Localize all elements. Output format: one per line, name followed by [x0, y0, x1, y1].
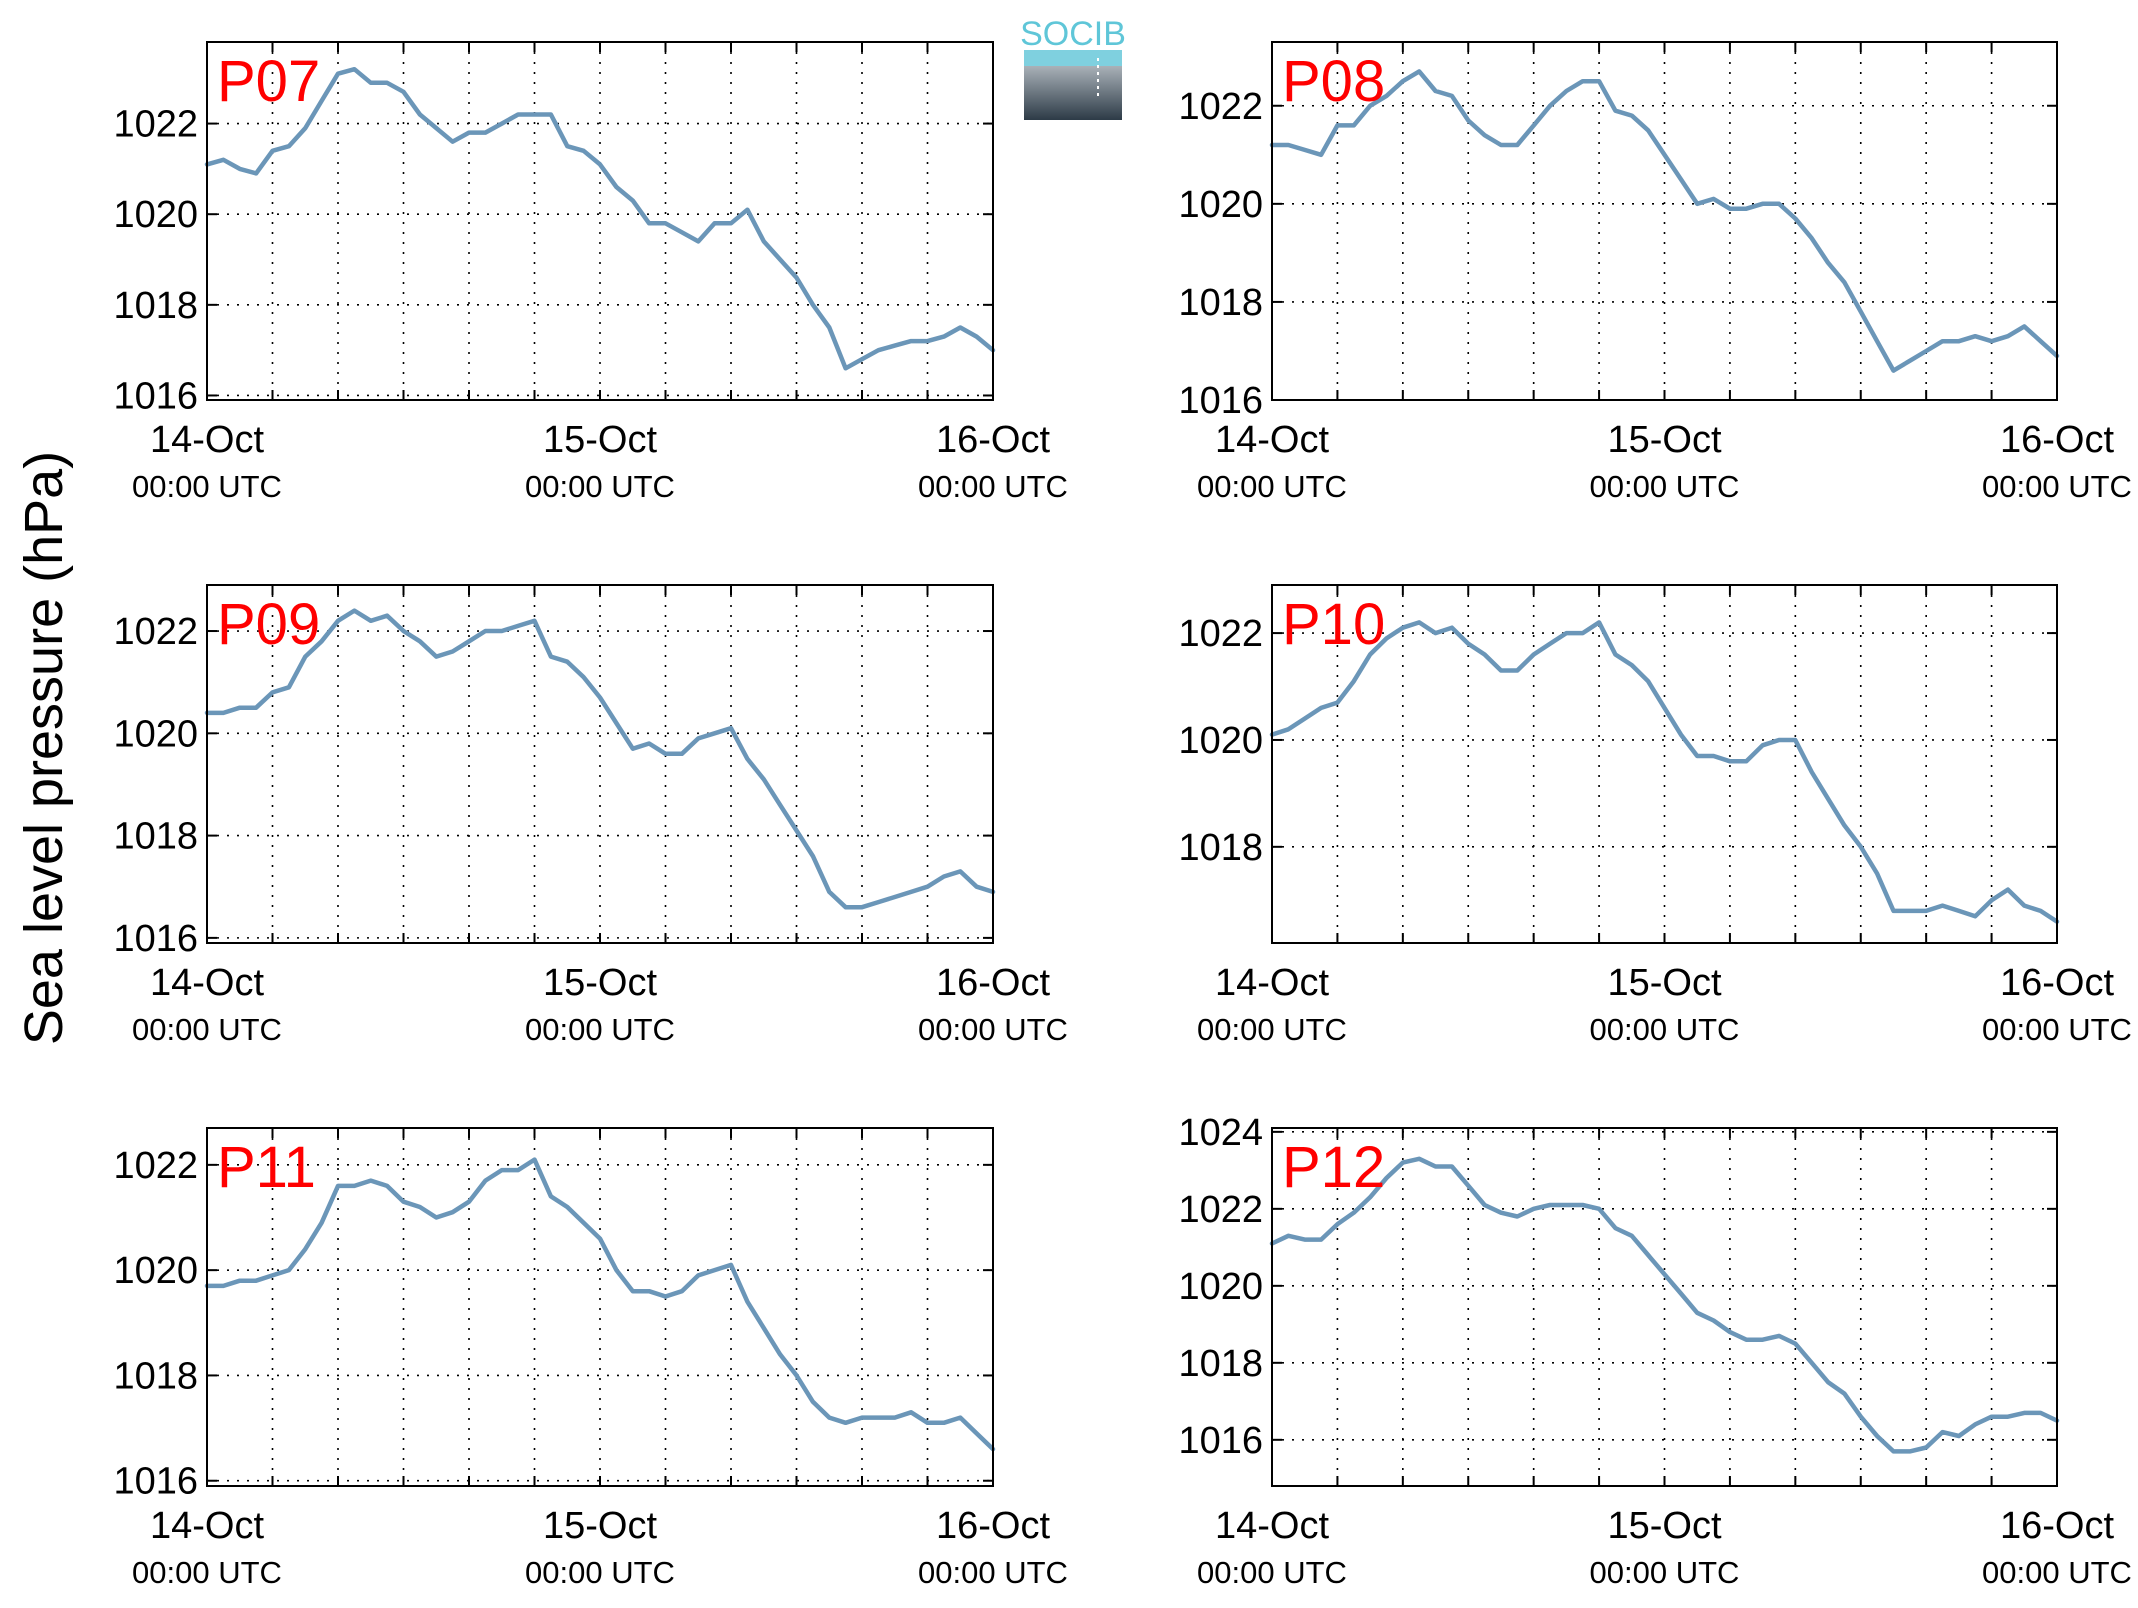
socib-logo-wave	[1024, 50, 1122, 68]
x-tick-label: 16-Oct	[2000, 962, 2114, 1004]
panels-container: 1016 1018 1020 1022 14-Oct 00:00 UTC 15-Oct 00:…	[113, 41, 2132, 1590]
x-tick-sublabel: 00:00 UTC	[525, 1012, 675, 1047]
y-tick-label: 1020	[1178, 720, 1263, 762]
x-tick-label: 16-Oct	[936, 1505, 1050, 1547]
x-tick-sublabel: 00:00 UTC	[918, 1555, 1068, 1590]
x-tick-sublabel: 00:00 UTC	[1590, 1555, 1740, 1590]
x-tick-label: 16-Oct	[2000, 419, 2114, 461]
panel-label-p11: P11	[217, 1135, 316, 1200]
x-tick-sublabel: 00:00 UTC	[1197, 1012, 1347, 1047]
x-tick-sublabel: 00:00 UTC	[1197, 469, 1347, 504]
x-tick-label: 15-Oct	[543, 962, 657, 1004]
series-line-p08	[1269, 69, 2060, 373]
x-tick-label: 14-Oct	[1215, 1505, 1329, 1547]
panel-p08: 1016 1018 1020 1022 14-Oct 00:00 UTC 15-Oct 00:…	[1178, 41, 2132, 504]
y-tick-label: 1016	[113, 918, 198, 960]
x-tick-label: 14-Oct	[1215, 419, 1329, 461]
y-tick-label: 1022	[1178, 613, 1263, 655]
x-tick-sublabel: 00:00 UTC	[525, 1555, 675, 1590]
y-tick-label: 1022	[113, 1145, 198, 1187]
y-tick-label: 1018	[113, 816, 198, 858]
x-tick-label: 16-Oct	[2000, 1505, 2114, 1547]
x-tick-label: 15-Oct	[543, 419, 657, 461]
series-line-p11	[204, 1157, 996, 1452]
y-tick-label: 1020	[113, 194, 198, 236]
series-line-p09	[204, 608, 996, 910]
x-tick-label: 15-Oct	[1607, 962, 1721, 1004]
socib-logo-text: SOCIB	[1020, 15, 1126, 53]
x-tick-label: 14-Oct	[150, 962, 264, 1004]
y-tick-label: 1018	[113, 1355, 198, 1397]
y-tick-label: 1024	[1178, 1112, 1263, 1154]
panel-p09: 1016 1018 1020 1022 14-Oct 00:00 UTC 15-Oct 00:…	[113, 584, 1068, 1047]
y-tick-label: 1016	[113, 375, 198, 417]
x-tick-sublabel: 00:00 UTC	[525, 469, 675, 504]
y-tick-label: 1016	[1178, 1420, 1263, 1462]
x-tick-sublabel: 00:00 UTC	[1197, 1555, 1347, 1590]
y-tick-label: 1016	[1178, 380, 1263, 422]
axes-frame	[206, 1127, 994, 1487]
y-tick-label: 1020	[1178, 184, 1263, 226]
panel-p11: 1016 1018 1020 1022 14-Oct 00:00 UTC 15-Oct 00:…	[113, 1127, 1068, 1590]
panel-label-p07: P07	[217, 49, 320, 114]
panel-label-p12: P12	[1282, 1135, 1385, 1200]
x-tick-label: 14-Oct	[150, 419, 264, 461]
y-tick-label: 1022	[1178, 86, 1263, 128]
panel-label-p09: P09	[217, 592, 320, 657]
x-tick-sublabel: 00:00 UTC	[132, 469, 282, 504]
y-tick-label: 1022	[113, 611, 198, 653]
series-line-p07	[204, 66, 996, 371]
panel-label-p08: P08	[1282, 49, 1385, 114]
x-tick-sublabel: 00:00 UTC	[132, 1012, 282, 1047]
x-tick-label: 15-Oct	[543, 1505, 657, 1547]
x-tick-sublabel: 00:00 UTC	[1982, 1555, 2132, 1590]
x-tick-sublabel: 00:00 UTC	[918, 469, 1068, 504]
x-tick-sublabel: 00:00 UTC	[1982, 469, 2132, 504]
y-tick-label: 1022	[113, 104, 198, 146]
x-tick-sublabel: 00:00 UTC	[132, 1555, 282, 1590]
panel-p10: 1018 1020 1022 14-Oct 00:00 UTC 15-Oct 00:00 U…	[1178, 584, 2132, 1047]
y-tick-label: 1016	[113, 1461, 198, 1503]
socib-logo: SOCIB	[1020, 15, 1126, 120]
y-tick-label: 1020	[1178, 1266, 1263, 1308]
y-tick-label: 1020	[113, 1250, 198, 1292]
x-tick-label: 15-Oct	[1607, 419, 1721, 461]
panel-p12: 1016 1018 1020 1022 1024 14-Oct 00:00 UTC 15-Oc…	[1178, 1112, 2132, 1590]
y-tick-label: 1018	[113, 285, 198, 327]
y-tick-label: 1018	[1178, 282, 1263, 324]
y-tick-label: 1018	[1178, 1343, 1263, 1385]
x-tick-label: 15-Oct	[1607, 1505, 1721, 1547]
x-tick-label: 16-Oct	[936, 419, 1050, 461]
panel-label-p10: P10	[1282, 592, 1385, 657]
socib-logo-block	[1024, 66, 1122, 120]
y-axis-label: Sea level pressure (hPa)	[14, 451, 74, 1045]
x-tick-sublabel: 00:00 UTC	[1590, 1012, 1740, 1047]
panel-p07: 1016 1018 1020 1022 14-Oct 00:00 UTC 15-Oct 00:…	[113, 41, 1068, 504]
x-tick-label: 14-Oct	[150, 1505, 264, 1547]
x-tick-label: 16-Oct	[936, 962, 1050, 1004]
series-line-p10	[1269, 620, 2060, 924]
y-tick-label: 1022	[1178, 1189, 1263, 1231]
y-tick-label: 1020	[113, 713, 198, 755]
series-line-p12	[1269, 1156, 2060, 1454]
x-tick-sublabel: 00:00 UTC	[1590, 469, 1740, 504]
x-tick-label: 14-Oct	[1215, 962, 1329, 1004]
y-tick-label: 1018	[1178, 827, 1263, 869]
x-tick-sublabel: 00:00 UTC	[1982, 1012, 2132, 1047]
x-tick-sublabel: 00:00 UTC	[918, 1012, 1068, 1047]
